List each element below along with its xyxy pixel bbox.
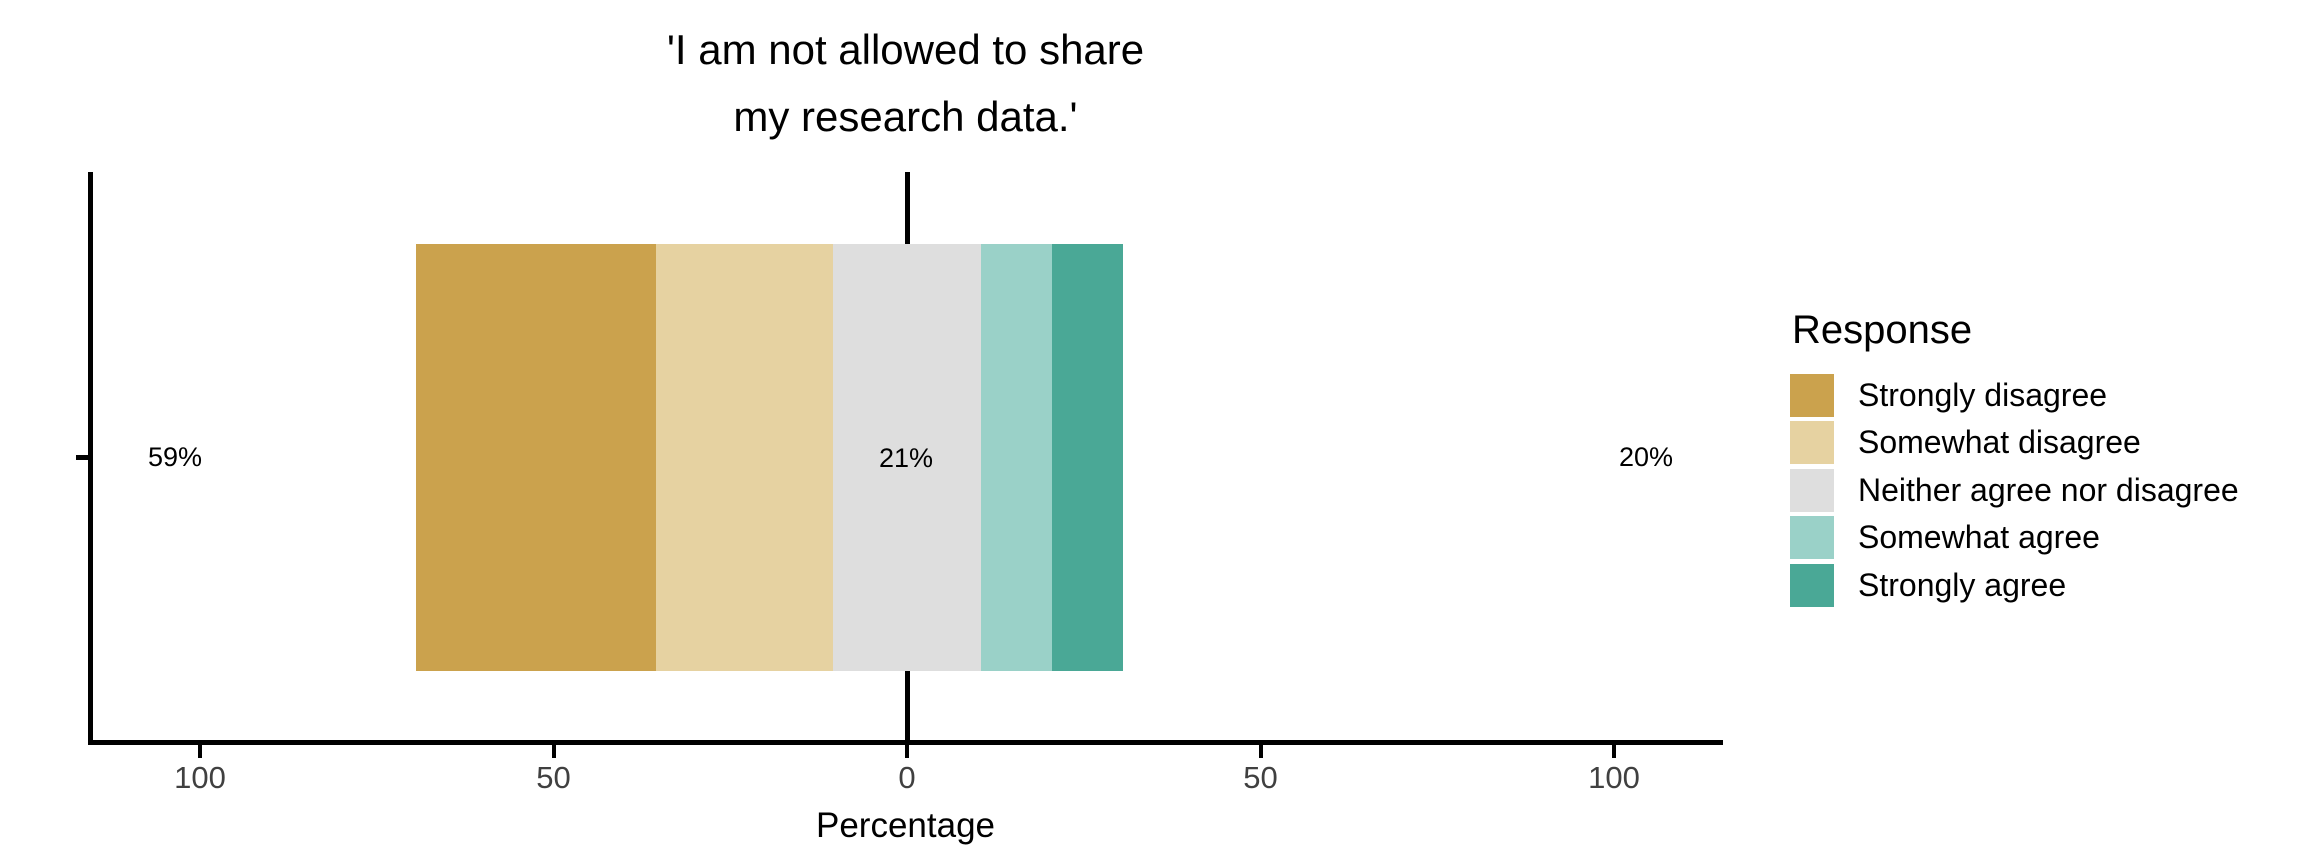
x-tick-label-0: 0 xyxy=(898,760,916,795)
y-axis-tick xyxy=(76,455,88,460)
y-axis-line xyxy=(88,172,93,745)
x-tick-mark--50 xyxy=(551,745,556,758)
bar-segment-strongly-agree xyxy=(1051,244,1123,671)
legend-key-swatch xyxy=(1790,468,1834,512)
disagree-total-label: 59% xyxy=(147,442,203,472)
x-axis-line xyxy=(88,740,1723,745)
neutral-total-label: 21% xyxy=(878,443,934,473)
legend-item-strongly-disagree: Strongly disagree xyxy=(1790,374,2107,417)
plot-title: 'I am not allowed to share my research d… xyxy=(88,16,1723,150)
x-tick-label-100: 100 xyxy=(1588,760,1640,795)
x-tick-mark-100 xyxy=(1612,745,1616,758)
legend-label: Neither agree nor disagree xyxy=(1858,471,2239,508)
x-tick-mark-0 xyxy=(905,745,909,758)
x-axis-title: Percentage xyxy=(815,806,996,845)
legend-label: Somewhat disagree xyxy=(1858,424,2141,461)
legend-key-swatch xyxy=(1790,563,1834,607)
x-tick-label--100: 100 xyxy=(174,760,226,795)
x-tick-mark-50 xyxy=(1258,745,1263,758)
legend-key-swatch xyxy=(1790,421,1834,465)
bar-segment-strongly-disagree xyxy=(415,244,656,671)
bar-segment-somewhat-agree xyxy=(981,244,1052,671)
legend-key-swatch xyxy=(1790,516,1834,560)
agree-total-label: 20% xyxy=(1618,442,1674,472)
legend-item-neither-agree-nor-disagree: Neither agree nor disagree xyxy=(1790,468,2239,512)
legend-title: Response xyxy=(1792,308,1973,352)
bar-segment-neither-agree-nor-disagree xyxy=(832,244,982,671)
legend-label: Strongly agree xyxy=(1858,566,2067,603)
bar-segment-somewhat-disagree xyxy=(656,244,833,671)
x-tick-label--50: 50 xyxy=(536,760,571,795)
x-tick-label-50: 50 xyxy=(1243,760,1278,795)
x-tick-mark--100 xyxy=(198,745,202,758)
legend-item-somewhat-agree: Somewhat agree xyxy=(1790,516,2100,560)
plot-title-line-2: my research data.' xyxy=(733,93,1078,140)
legend-label: Strongly disagree xyxy=(1858,377,2108,413)
legend-item-strongly-agree: Strongly agree xyxy=(1790,563,2067,607)
legend-item-somewhat-disagree: Somewhat disagree xyxy=(1790,421,2141,465)
legend-label: Somewhat agree xyxy=(1858,519,2100,556)
legend-key-swatch xyxy=(1790,374,1834,417)
plot-title-line-1: 'I am not allowed to share xyxy=(666,26,1145,73)
